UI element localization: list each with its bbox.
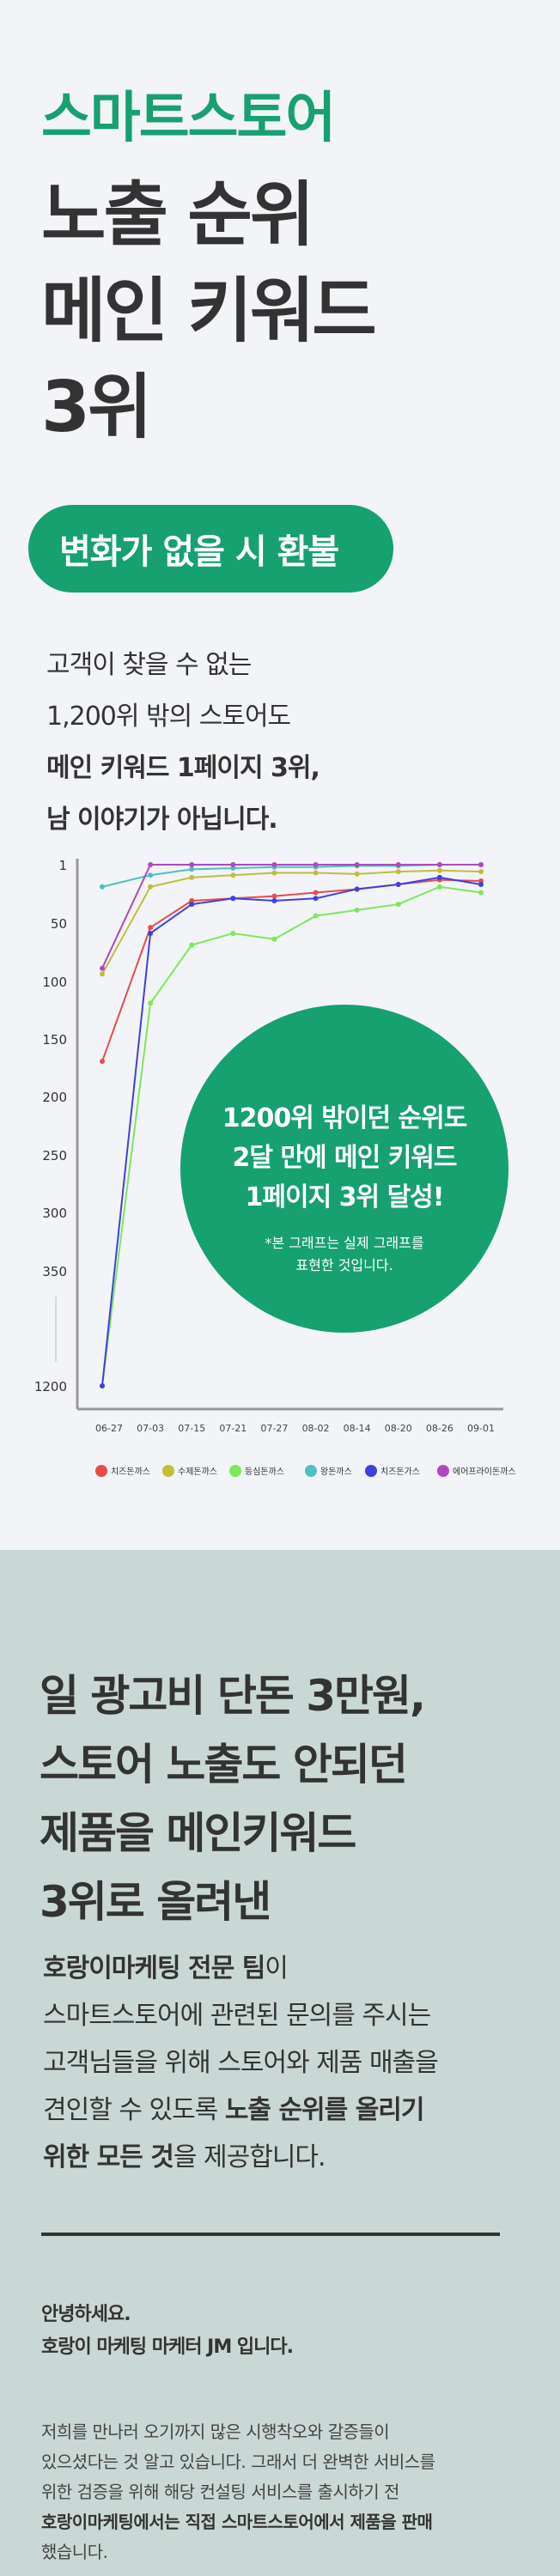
callout-note: *본 그래프는 실제 그래프를 표현한 것입니다. [265, 1235, 424, 1273]
intro-text: 고객이 찾을 수 없는 1,200위 밖의 스토어도 메인 키워드 1페이지 3… [46, 650, 320, 835]
svg-text:06-27: 06-27 [95, 1423, 123, 1434]
svg-text:07-03: 07-03 [137, 1423, 164, 1434]
svg-text:1: 1 [58, 858, 67, 873]
svg-text:300: 300 [42, 1206, 67, 1221]
svg-text:왕돈까스: 왕돈까스 [320, 1467, 352, 1477]
svg-text:07-27: 07-27 [260, 1423, 288, 1434]
legend-item: 에어프라이돈까스 [437, 1465, 516, 1477]
svg-text:수제돈까스: 수제돈까스 [178, 1467, 217, 1477]
greeting: 안녕하세요. 호랑이 마케팅 마케터 JM 입니다. [41, 2304, 294, 2358]
legend-item: 수제돈까스 [162, 1465, 217, 1477]
story-text: 저희를 만나러 오기까지 많은 시행착오와 갈증들이 있으셨다는 것 알고 있습… [41, 2421, 435, 2562]
legend-item: 왕돈까스 [305, 1465, 352, 1477]
callout-headline: 1200위 밖이던 순위도 2달 만에 메인 키워드 1페이지 3위 달성! [222, 1103, 468, 1212]
about-section: 일 광고비 단돈 3만원, 스토어 노출도 안되던 제품을 메인키워드 3위로 … [0, 1550, 560, 2576]
svg-text:08-02: 08-02 [302, 1423, 330, 1434]
refund-badge: 변화가 없을 시 환불 [28, 505, 393, 592]
svg-text:50: 50 [51, 916, 67, 932]
legend-item: 등심돈까스 [229, 1465, 284, 1477]
svg-text:100: 100 [42, 975, 67, 990]
legend-item: 치즈돈가스 [365, 1465, 420, 1477]
brand-title: 스마트스토어 [41, 87, 336, 150]
svg-text:07-15: 07-15 [178, 1423, 205, 1434]
svg-text:07-21: 07-21 [219, 1423, 247, 1434]
svg-text:350: 350 [42, 1264, 67, 1279]
svg-text:1200: 1200 [34, 1379, 67, 1394]
section-body: 호랑이마케팅 전문 팀이 스마트스토어에 관련된 문의를 주시는 고객님들을 위… [43, 1953, 439, 2172]
svg-text:150: 150 [42, 1032, 67, 1048]
divider [41, 2233, 500, 2236]
svg-text:09-01: 09-01 [467, 1423, 495, 1434]
hero-section: 스마트스토어 노출 순위 메인 키워드 3위 변화가 없을 시 환불 고객이 찾… [28, 87, 516, 1477]
svg-text:200: 200 [42, 1090, 67, 1105]
svg-text:250: 250 [42, 1148, 67, 1163]
svg-text:치즈돈까스: 치즈돈까스 [111, 1467, 150, 1477]
svg-text:08-20: 08-20 [385, 1423, 412, 1434]
hero-headline: 노출 순위 메인 키워드 3위 [41, 174, 377, 448]
svg-text:08-14: 08-14 [344, 1423, 371, 1434]
section-title: 일 광고비 단돈 3만원, 스토어 노출도 안되던 제품을 메인키워드 3위로 … [40, 1671, 426, 1927]
callout-circle: 1200위 밖이던 순위도 2달 만에 메인 키워드 1페이지 3위 달성! *… [180, 1005, 508, 1333]
svg-text:08-26: 08-26 [426, 1423, 453, 1434]
svg-text:등심돈까스: 등심돈까스 [245, 1467, 284, 1477]
svg-text:치즈돈가스: 치즈돈가스 [380, 1467, 420, 1477]
legend-item: 치즈돈까스 [95, 1465, 150, 1477]
svg-text:에어프라이돈까스: 에어프라이돈까스 [453, 1467, 516, 1477]
